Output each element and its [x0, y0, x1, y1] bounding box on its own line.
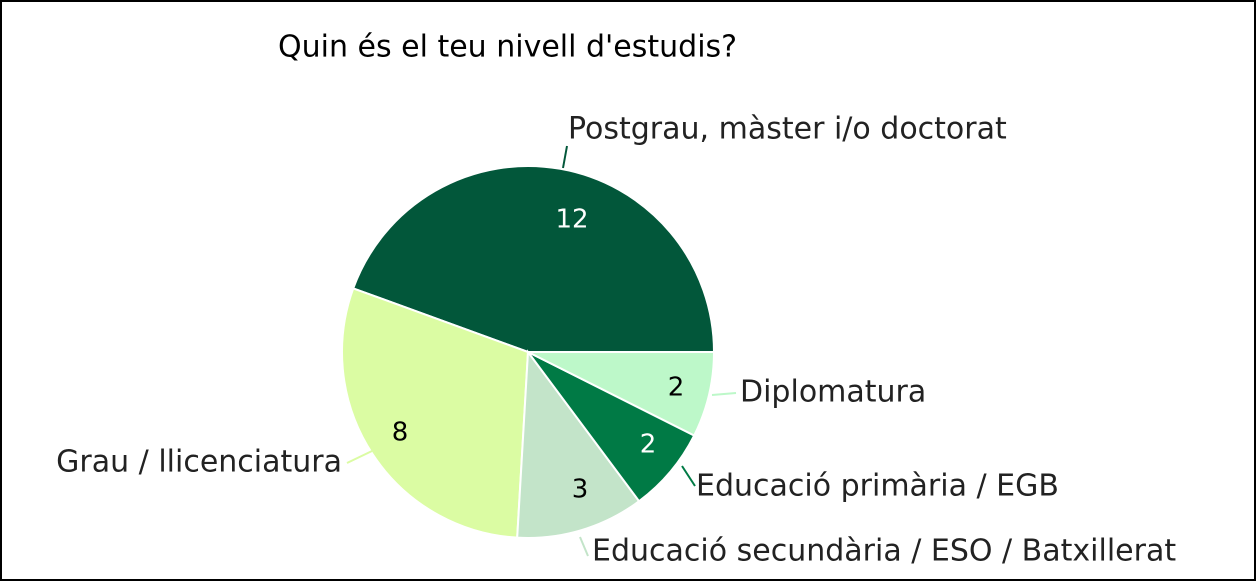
leader-line [681, 465, 696, 487]
slice-label: Grau / llicenciatura [56, 445, 342, 480]
slice-label: Educació primària / EGB [696, 469, 1059, 504]
chart-title: Quin és el teu nivell d'estudis? [278, 30, 737, 65]
slice-label: Postgrau, màster i/o doctorat [568, 112, 1007, 147]
pie-slice [527, 351, 716, 437]
slice-label: Diplomatura [740, 375, 926, 410]
leader-line [346, 450, 373, 464]
pie-slice [341, 287, 530, 539]
value-label: 2 [668, 373, 685, 403]
value-label: 12 [555, 205, 588, 235]
leader-line [579, 536, 589, 557]
value-label: 2 [640, 430, 657, 460]
pie-slice [516, 349, 641, 539]
value-label: 8 [392, 418, 409, 448]
pie-slice [351, 165, 716, 353]
leader-line [711, 392, 737, 396]
slice-label: Educació secundària / ESO / Batxillerat [592, 534, 1176, 569]
value-label: 3 [572, 475, 589, 505]
leader-line [562, 145, 568, 169]
